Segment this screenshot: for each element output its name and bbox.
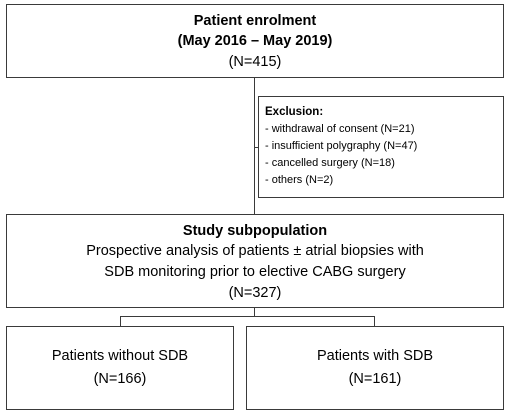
study-title: Study subpopulation [182,223,328,239]
study-description-line1: Prospective analysis of patients ± atria… [86,243,424,259]
study-count: (N=327) [228,285,282,301]
exclusion-item-consent: - withdrawal of consent (N=21) [265,123,415,135]
connector-study-down [254,308,255,316]
group-with-sdb-label: Patients with SDB [316,348,434,364]
group-without-sdb-box: Patients without SDB (N=166) [6,326,234,410]
group-with-sdb-count: (N=161) [348,371,402,387]
enrolment-box: Patient enrolment (May 2016 – May 2019) … [6,4,504,78]
connector-enrolment-to-study [254,78,255,214]
group-with-sdb-box: Patients with SDB (N=161) [246,326,504,410]
study-subpopulation-box: Study subpopulation Prospective analysis… [6,214,504,308]
group-without-sdb-label: Patients without SDB [51,348,189,364]
enrolment-title: Patient enrolment [193,13,317,29]
enrolment-count: (N=415) [228,54,282,70]
connector-branch-horizontal [120,316,375,317]
group-without-sdb-count: (N=166) [93,371,147,387]
exclusion-heading: Exclusion: [265,106,324,118]
exclusion-item-others: - others (N=2) [265,174,334,186]
exclusion-item-polygraphy: - insufficient polygraphy (N=47) [265,140,418,152]
study-description-line2: SDB monitoring prior to elective CABG su… [104,264,406,280]
connector-to-no-sdb [120,316,121,326]
exclusion-box: Exclusion: - withdrawal of consent (N=21… [258,96,504,198]
exclusion-item-surgery: - cancelled surgery (N=18) [265,157,395,169]
enrolment-period: (May 2016 – May 2019) [177,33,333,49]
connector-to-exclusion [254,147,258,148]
connector-to-sdb [374,316,375,326]
